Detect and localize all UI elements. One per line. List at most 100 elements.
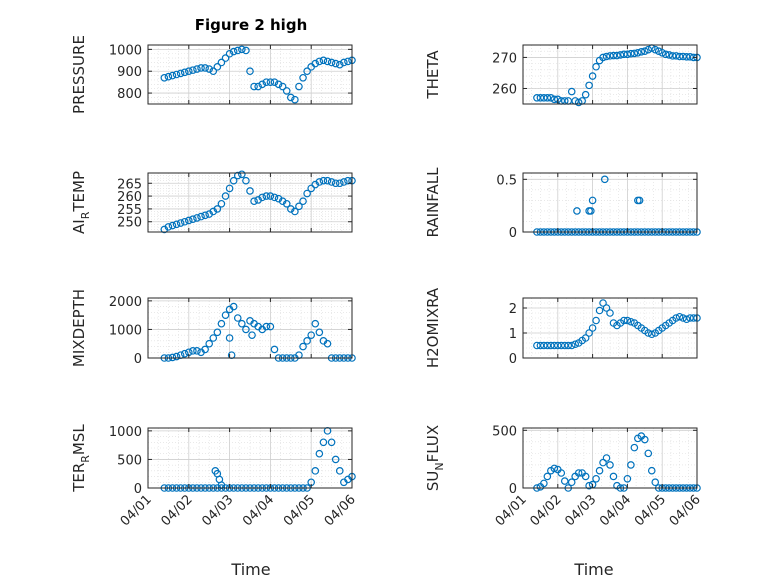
data-point — [201, 345, 209, 354]
data-point — [567, 478, 576, 487]
data-point — [299, 197, 307, 206]
y-tick-label: 270 — [492, 51, 517, 66]
data-point — [262, 78, 271, 86]
data-point — [193, 65, 201, 73]
y-tick-label: 800 — [117, 87, 142, 102]
data-point — [550, 95, 559, 104]
data-point — [315, 57, 324, 66]
data-point — [560, 477, 569, 485]
data-point — [270, 345, 279, 354]
data-point — [644, 449, 653, 458]
data-point — [588, 72, 597, 80]
data-point — [340, 58, 348, 67]
data-point — [599, 53, 607, 62]
subplot-pressure: 800 900 1000 PRESSURE — [70, 35, 356, 114]
data-point — [319, 176, 328, 185]
data-point — [658, 48, 667, 57]
data-point — [651, 478, 660, 487]
data-point — [635, 196, 644, 205]
data-point — [189, 66, 197, 74]
y-tick-label: 500 — [492, 424, 517, 439]
data-point — [634, 48, 642, 57]
data-point — [282, 199, 291, 208]
x-tick-label: 04/05 — [281, 492, 318, 529]
data-point — [233, 171, 242, 180]
data-point — [303, 67, 311, 76]
data-point — [193, 347, 201, 355]
data-point — [581, 90, 590, 99]
data-point — [189, 215, 197, 223]
data-point — [335, 60, 344, 69]
data-point — [258, 80, 267, 89]
y-tick-label: 0.5 — [496, 173, 517, 188]
data-point — [197, 64, 205, 72]
data-point — [616, 51, 625, 59]
data-point — [592, 62, 600, 71]
x-tick-label: 04/01 — [118, 492, 155, 529]
data-point — [221, 192, 230, 200]
data-point — [233, 46, 242, 55]
data-point — [340, 178, 348, 186]
data-point — [661, 50, 670, 59]
data-point — [595, 466, 604, 475]
data-point — [299, 73, 307, 82]
data-point — [613, 51, 621, 60]
y-tick-label: 0 — [134, 482, 142, 497]
data-point — [587, 207, 595, 215]
data-point — [686, 52, 694, 61]
data-point — [229, 302, 238, 311]
data-point — [197, 212, 205, 221]
data-point — [585, 329, 593, 337]
data-point — [233, 314, 242, 322]
y-tick-label: 255 — [117, 203, 142, 218]
data-point — [627, 461, 635, 469]
axes-box — [522, 44, 698, 105]
data-point — [303, 337, 311, 345]
y-tick-label: 2 — [509, 302, 517, 317]
data-point — [201, 64, 209, 72]
data-point — [238, 45, 246, 54]
data-point — [606, 461, 614, 469]
data-point — [682, 315, 691, 324]
axes-box — [522, 427, 698, 489]
data-point — [623, 474, 632, 483]
data-point — [248, 331, 256, 339]
data-point — [630, 443, 639, 452]
subplot-rainfall: 0 0.5 RAINFALL — [424, 167, 701, 241]
data-point — [258, 193, 267, 202]
data-point — [327, 438, 336, 447]
data-point — [225, 184, 234, 193]
subplot-h2omixra: 0 1 2 H2OMIXRA — [424, 287, 701, 368]
data-point — [242, 176, 250, 185]
data-point — [185, 67, 193, 76]
y-axis-label-mixdepth: MIXDEPTH — [70, 289, 88, 367]
data-point — [602, 52, 611, 61]
axes-background — [148, 173, 352, 232]
data-point — [225, 49, 234, 58]
data-point — [557, 469, 566, 477]
axes-box — [147, 427, 353, 489]
data-point — [311, 59, 320, 68]
data-point — [315, 449, 324, 458]
data-point — [193, 214, 201, 222]
y-tick-label: 1000 — [109, 43, 142, 58]
y-tick-label: 250 — [117, 216, 142, 231]
data-point — [238, 170, 246, 179]
data-point — [311, 319, 320, 328]
data-point — [180, 349, 189, 358]
data-point — [238, 319, 246, 328]
data-point — [164, 72, 173, 81]
data-point — [581, 334, 590, 342]
y-axis-label-sun_flux: SUNFLUX — [424, 425, 446, 491]
data-point — [299, 342, 307, 351]
data-point — [331, 455, 340, 464]
data-point — [172, 220, 181, 229]
data-point — [672, 52, 680, 60]
data-point — [180, 68, 189, 77]
data-point — [620, 316, 628, 325]
data-point — [254, 82, 262, 91]
data-point — [640, 47, 649, 56]
data-point — [637, 48, 646, 56]
data-point — [266, 192, 275, 200]
